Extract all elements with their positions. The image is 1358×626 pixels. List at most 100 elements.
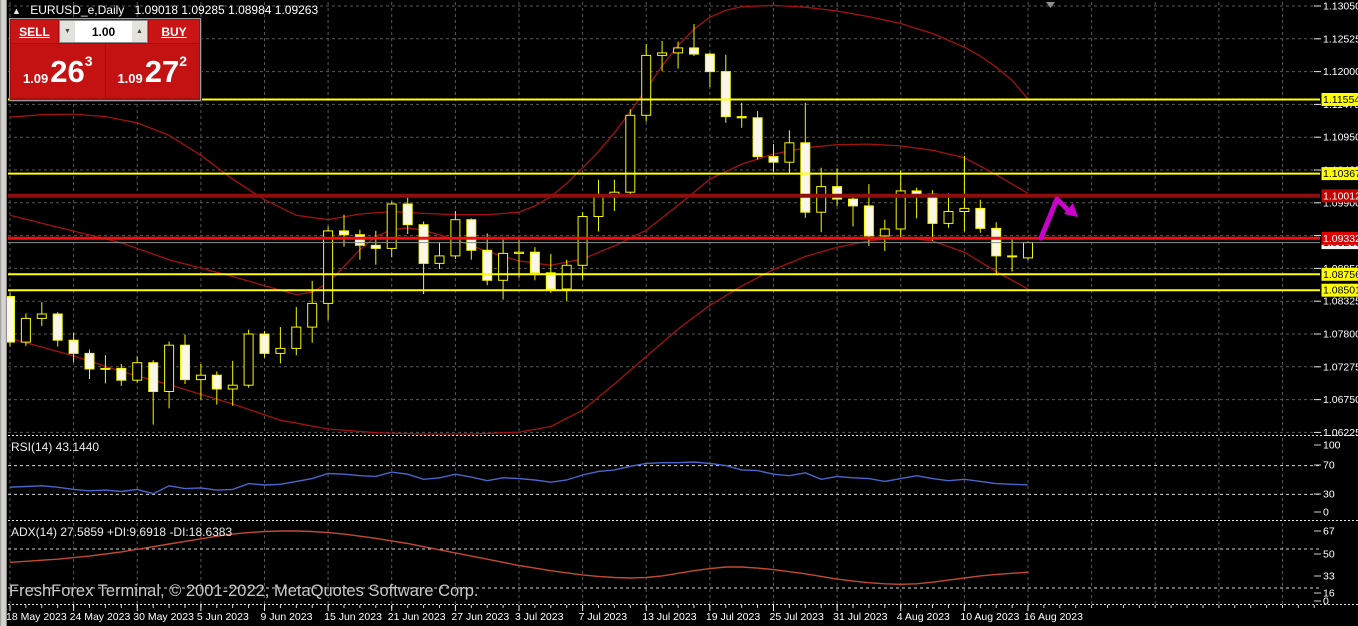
candle: [784, 130, 795, 173]
adx-line: [9, 530, 1029, 586]
candle: [593, 179, 604, 232]
candle-body-bear: [68, 339, 79, 354]
candle: [752, 111, 763, 160]
candle-body-bear: [148, 362, 159, 393]
one-click-trading-panel: SELL ▼ ▲ BUY 1.09 26 3 1.09 27 2: [9, 18, 201, 101]
candle: [434, 242, 445, 269]
candle-body-bull: [227, 384, 238, 390]
volume-decrease-button[interactable]: ▼: [60, 21, 75, 42]
candle-body-bear: [339, 230, 349, 236]
candle: [402, 195, 413, 234]
adx-indicator-label: ADX(14) 27.5859 +DI:9.6918 -DI:18.6383: [11, 525, 233, 539]
pane-separators: [0, 435, 1358, 605]
price-tick-label: 1.08756: [1323, 269, 1358, 281]
candle-body-bull: [1023, 242, 1033, 259]
candle-body-bear: [736, 116, 747, 119]
buy-price-pip: 2: [179, 53, 188, 69]
candle-body-bull: [195, 374, 206, 381]
candle-body-bear: [975, 207, 986, 229]
candles: [5, 24, 1033, 425]
candle: [848, 194, 858, 227]
date-label: 15 Jun 2023: [324, 611, 382, 623]
candle-body-bull: [514, 251, 524, 254]
price-tick-label: 33: [1323, 571, 1335, 583]
trade-buttons-row: SELL ▼ ▲ BUY: [11, 20, 199, 43]
buy-price-main: 27: [144, 53, 180, 89]
price-tick-label: 0: [1323, 507, 1329, 519]
price-tick-label: 1.12000: [1323, 66, 1358, 78]
price-tick-label: 1.06750: [1323, 394, 1358, 406]
candle: [148, 360, 159, 425]
arrow-line[interactable]: [1038, 196, 1072, 241]
candle: [243, 329, 254, 388]
sell-price-tile[interactable]: 1.09 26 3: [11, 44, 105, 98]
price-tick-label: 1.08325: [1323, 296, 1358, 308]
price-tick-label: 1.07800: [1323, 329, 1358, 341]
price-tick-label: 0: [1323, 596, 1329, 608]
candle: [863, 184, 874, 246]
candle-body-bull: [641, 54, 652, 116]
candle-body-bear: [52, 313, 63, 341]
candle: [291, 307, 302, 356]
candle: [514, 237, 524, 278]
date-label: 7 Jul 2023: [579, 611, 628, 623]
candle-body-bear: [211, 374, 222, 390]
candle: [275, 327, 286, 364]
candle-body-bear: [482, 249, 493, 281]
candle-body-bull: [386, 203, 397, 249]
candle: [625, 109, 636, 196]
candle: [116, 364, 127, 386]
candle-body-bull: [243, 333, 254, 386]
price-tick-label: 100: [1323, 440, 1341, 452]
collapse-panel-icon[interactable]: ▲: [12, 6, 21, 16]
candle-body-bull: [593, 196, 604, 218]
price-label-badge: [1321, 93, 1358, 106]
date-label: 13 Jul 2023: [642, 611, 696, 623]
chart-shift-marker-icon[interactable]: [1046, 2, 1055, 8]
price-label-badge: [1321, 283, 1358, 297]
date-axis: 18 May 2023 24 May 2023 30 May 2023 5 Jun 2…: [6, 605, 1315, 623]
date-label: 31 Jul 2023: [833, 611, 887, 623]
candle-body-bear: [418, 224, 429, 264]
arrow-head: [1064, 203, 1078, 217]
candle-body-bear: [402, 203, 413, 226]
candle: [927, 190, 938, 241]
candle: [959, 155, 970, 232]
candle-body-bull: [323, 230, 334, 304]
arrow-object: [1038, 196, 1078, 241]
candle: [354, 229, 365, 260]
sell-button[interactable]: SELL: [11, 20, 58, 43]
date-label: 25 Jul 2023: [769, 611, 823, 623]
date-label: 18 May 2023: [6, 611, 67, 623]
volume-input[interactable]: [75, 21, 132, 42]
candle-body-bear: [84, 352, 95, 370]
candle: [943, 193, 954, 228]
price-tick-label: 1.09332: [1323, 233, 1358, 245]
price-tick-label: 50: [1323, 549, 1335, 561]
candle: [36, 302, 47, 326]
candle: [339, 214, 349, 247]
buy-price-tile[interactable]: 1.09 27 2: [105, 44, 199, 98]
candle: [259, 330, 270, 358]
volume-increase-button[interactable]: ▲: [132, 21, 147, 42]
volume-stepper: ▼ ▲: [59, 20, 148, 43]
candle-body-bear: [911, 190, 922, 195]
candle-body-bull: [561, 264, 572, 290]
candle: [991, 222, 1002, 276]
candle: [577, 212, 588, 280]
candle-body-bear: [529, 251, 540, 274]
candle-body-bear: [259, 333, 270, 354]
candle: [879, 219, 890, 251]
price-tick-label: 1.06225: [1323, 427, 1358, 439]
sell-price-prefix: 1.09: [22, 70, 49, 86]
candle-body-bear: [863, 205, 874, 237]
candle-body-bear: [370, 244, 381, 249]
candle: [816, 167, 827, 233]
sell-price-pip: 3: [84, 53, 93, 69]
price-tick-label: 1.10012: [1323, 190, 1358, 202]
rsi-line: [9, 461, 1029, 495]
buy-button[interactable]: BUY: [149, 20, 199, 43]
candle-body-bear: [354, 234, 365, 246]
